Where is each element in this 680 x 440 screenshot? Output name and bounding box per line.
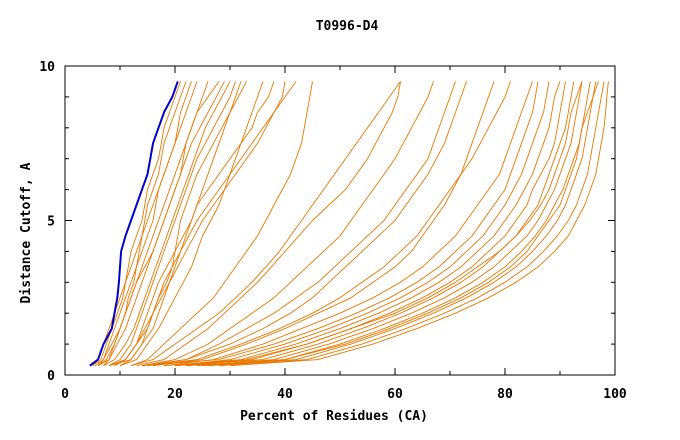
series-line-13 xyxy=(108,81,275,367)
series-line-21 xyxy=(141,81,467,367)
series-line-26 xyxy=(174,81,550,367)
series-line-33 xyxy=(218,81,605,367)
series-line-11 xyxy=(114,81,247,367)
x-tick-label: 100 xyxy=(603,387,627,402)
series-line-15 xyxy=(119,81,297,367)
series-line-14 xyxy=(114,81,286,367)
x-tick-label: 0 xyxy=(61,387,69,402)
series-line-29 xyxy=(174,81,575,367)
y-axis-label: Distance Cutoff, A xyxy=(19,162,34,303)
y-tick-label: 0 xyxy=(47,369,55,384)
series-line-5 xyxy=(97,81,209,367)
series-line-35 xyxy=(202,81,599,367)
series-line-25 xyxy=(141,81,539,367)
x-tick-label: 60 xyxy=(387,387,403,402)
chart-title: T0996-D4 xyxy=(316,19,379,34)
series-line-34 xyxy=(229,81,609,367)
y-tick-label: 5 xyxy=(47,215,55,230)
series-line-19 xyxy=(141,81,434,367)
series-line-2 xyxy=(92,81,187,367)
series-line-30 xyxy=(196,81,583,367)
series-line-10 xyxy=(108,81,242,367)
axes: 0 20 40 60 80 100 0 5 10 xyxy=(39,60,627,402)
series-line-27 xyxy=(163,81,561,367)
highlight-series-line xyxy=(89,81,179,367)
y-tick-label: 10 xyxy=(39,60,55,75)
series-line-12 xyxy=(119,81,264,367)
series-line-9 xyxy=(108,81,236,367)
series-line-8 xyxy=(103,81,225,367)
series-line-36 xyxy=(174,81,583,367)
series-line-22 xyxy=(152,81,495,367)
x-tick-label: 20 xyxy=(167,387,183,402)
series-line-16 xyxy=(130,81,313,367)
series-line-1 xyxy=(92,81,181,367)
series-line-4 xyxy=(95,81,198,367)
series-line-23 xyxy=(147,81,511,367)
plot-area xyxy=(89,81,609,367)
series-line-32 xyxy=(207,81,597,367)
series-line-24 xyxy=(163,81,533,367)
series-line-18 xyxy=(136,81,401,367)
x-axis-label: Percent of Residues (CA) xyxy=(240,409,428,424)
series-line-17 xyxy=(130,81,401,367)
x-tick-label: 40 xyxy=(277,387,293,402)
series-line-31 xyxy=(185,81,591,367)
x-tick-label: 80 xyxy=(497,387,513,402)
series-line-20 xyxy=(147,81,456,367)
series-line-7 xyxy=(103,81,231,367)
